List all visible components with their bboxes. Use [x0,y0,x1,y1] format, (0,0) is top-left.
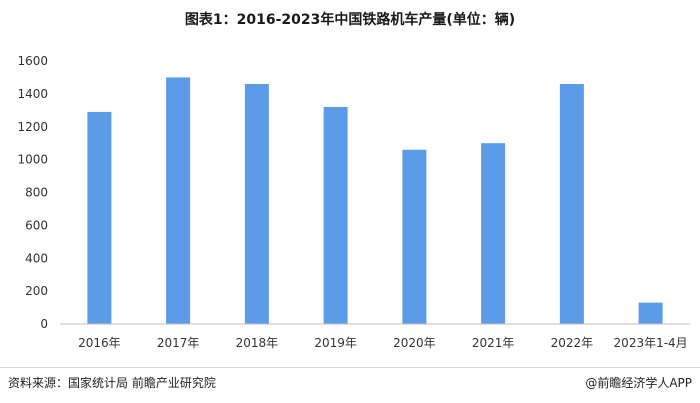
bar [87,111,112,324]
x-tick-label: 2023年1-4月 [614,336,688,350]
brand-note: @前瞻经济学人APP [585,376,692,390]
y-tick-label: 200 [25,284,48,298]
x-tick-label: 2016年 [78,336,121,350]
y-tick-label: 1600 [17,54,48,68]
y-tick-label: 0 [40,317,48,331]
y-tick-label: 1400 [17,87,48,101]
y-tick-label: 1200 [17,120,48,134]
chart-title: 图表1：2016-2023年中国铁路机车产量(单位：辆) [184,12,516,28]
source-note: 资料来源：国家统计局 前瞻产业研究院 [8,376,216,390]
y-tick-label: 600 [25,218,48,232]
footer-divider [0,367,700,368]
x-tick-label: 2020年 [393,336,436,350]
bar [402,149,427,324]
bar [481,143,506,324]
x-tick-label: 2017年 [157,336,200,350]
x-tick-label: 2021年 [472,336,515,350]
bar [244,84,269,324]
y-tick-label: 400 [25,251,48,265]
bar-chart: 0 200 400 600 800 1000 1200 1400 1600 2016年 2017年… [17,54,690,350]
x-axis: 2016年 2017年 2018年 2019年 2020年 2021年 2022年 2023年… [78,336,688,350]
y-axis: 0 200 400 600 800 1000 1200 1400 1600 [17,54,48,331]
y-tick-label: 800 [25,186,48,200]
bars [87,77,663,325]
bar [638,302,663,324]
bar [559,84,584,324]
bar [323,107,348,325]
bar [166,77,191,324]
x-tick-label: 2019年 [314,336,357,350]
x-tick-label: 2018年 [236,336,279,350]
y-tick-label: 1000 [17,153,48,167]
x-tick-label: 2022年 [551,336,594,350]
